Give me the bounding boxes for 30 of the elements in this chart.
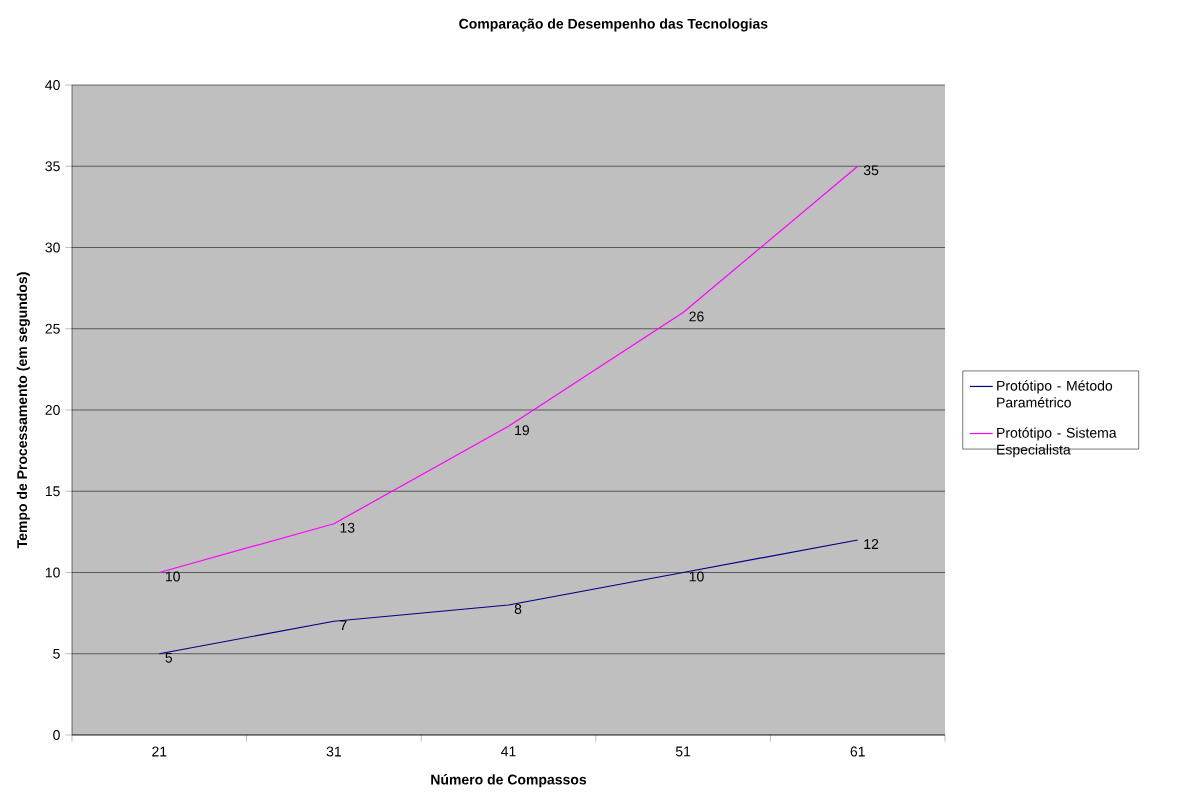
data-label: 35 <box>863 165 879 176</box>
y-tick-label: 25 <box>45 323 60 334</box>
data-label: 10 <box>689 571 704 582</box>
data-label: 26 <box>689 311 704 322</box>
data-label: 5 <box>165 652 173 663</box>
x-tick-label: 61 <box>850 746 865 757</box>
y-tick-label: 0 <box>53 730 60 740</box>
line-series <box>158 539 859 655</box>
data-label: 10 <box>165 571 180 582</box>
x-tick-label: 31 <box>326 746 341 757</box>
y-tick-label: 5 <box>53 648 60 659</box>
x-axis-title: Número de Compassos <box>431 774 587 788</box>
y-tick-label: 30 <box>45 242 60 253</box>
data-label: 7 <box>340 620 347 631</box>
x-tick-label: 21 <box>152 746 167 757</box>
y-tick-label: 20 <box>45 405 60 415</box>
chart-title: Comparação de Desempenho das Tecnologias <box>459 18 768 32</box>
x-tick-label: 41 <box>501 746 516 757</box>
legend-label: Protótipo - Sistema Especialista <box>997 427 1117 458</box>
y-axis-title: Tempo de Processamento (em segundos) <box>16 272 30 549</box>
data-label: 8 <box>514 604 522 614</box>
y-tick-label: 40 <box>45 80 60 90</box>
data-label: 19 <box>515 425 529 436</box>
legend-label: Protótipo - Método Paramétrico <box>997 380 1113 408</box>
y-tick-label: 15 <box>45 486 60 497</box>
x-tick-label: 51 <box>675 746 691 757</box>
y-tick-label: 10 <box>45 567 60 578</box>
data-label: 12 <box>864 539 879 549</box>
y-tick-label: 35 <box>45 161 60 172</box>
data-label: 13 <box>340 522 355 533</box>
